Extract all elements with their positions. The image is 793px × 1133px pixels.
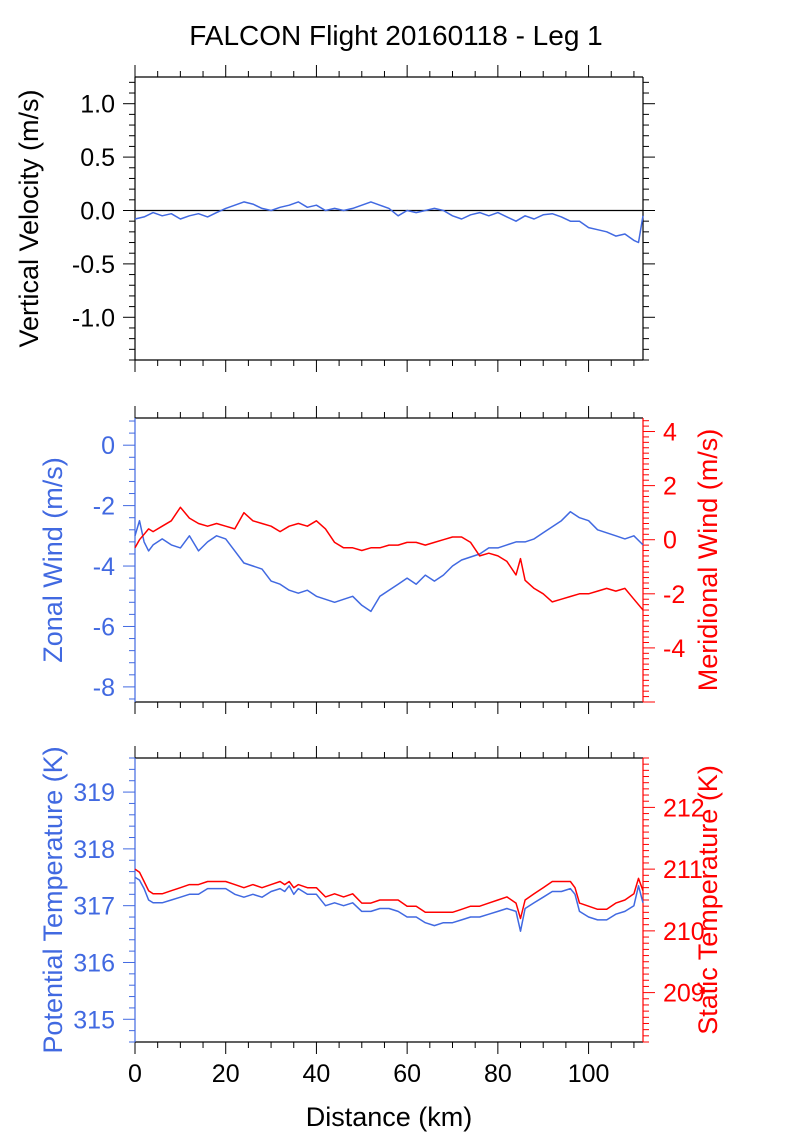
x-tick-label: 100: [568, 1060, 610, 1088]
x-tick-label: 80: [484, 1060, 512, 1088]
y-tick-label-right: -4: [663, 635, 685, 663]
y-axis-label-right: Meridional Wind (m/s): [693, 429, 723, 692]
y-tick-label-left: -2: [93, 493, 115, 521]
y-axis-label-right: Static Temperature (K): [693, 765, 723, 1035]
series-line-left: [134, 201, 644, 244]
y-tick-label-right: 212: [663, 794, 705, 822]
y-tick-label-right: 211: [663, 856, 703, 884]
y-tick-label-right: 0: [663, 527, 677, 555]
y-tick-label-left: -8: [93, 674, 115, 702]
y-tick-label-left: 317: [73, 893, 115, 921]
figure-title: FALCON Flight 20160118 - Leg 1: [189, 20, 603, 51]
y-axis-label-left: Potential Temperature (K): [38, 746, 68, 1053]
y-tick-label-right: 209: [663, 980, 705, 1008]
y-axis-label-left: Zonal Wind (m/s): [38, 457, 68, 663]
y-tick-label-right: 4: [663, 419, 677, 447]
x-tick-label: 60: [393, 1060, 421, 1088]
y-tick-label-left: 0.0: [80, 197, 115, 225]
panel-middle: 0 -2 -4 -6 -8 4 2 0 -2 -4 Zonal Wind (m/s) Meridion…: [38, 406, 723, 714]
panel-bottom: 319 318 317 316 315 212 211 210 209 0 20 40 60 80 100 P…: [38, 746, 723, 1132]
series-line-right: [134, 868, 644, 920]
y-tick-label-left: 315: [73, 1006, 115, 1034]
y-tick-label-right: 210: [663, 918, 705, 946]
y-tick-label-left: 319: [73, 779, 115, 807]
x-tick-label: 20: [212, 1060, 240, 1088]
panel-top: 1.0 0.5 0.0 -0.5 -1.0 Vertical Velocity (m/s): [14, 65, 655, 372]
y-tick-label-left: -6: [93, 613, 115, 641]
y-tick-label-left: 318: [73, 836, 115, 864]
y-tick-label-left: -4: [93, 553, 115, 581]
y-axis-label-left: Vertical Velocity (m/s): [14, 89, 44, 347]
x-tick-label: 40: [303, 1060, 331, 1088]
y-tick-label-right: 2: [663, 473, 677, 501]
y-tick-label-left: 1.0: [80, 91, 115, 119]
x-tick-label: 0: [128, 1060, 142, 1088]
series-line-left: [134, 510, 644, 613]
y-tick-label-left: 316: [73, 949, 115, 977]
y-tick-label-left: 0: [101, 432, 115, 460]
y-tick-label-left: -0.5: [72, 251, 115, 279]
x-axis-label: Distance (km): [306, 1102, 473, 1132]
y-tick-label-left: 0.5: [80, 144, 115, 172]
series-line-left: [134, 876, 644, 932]
y-tick-label-right: -2: [663, 581, 685, 609]
y-tick-label-left: -1.0: [72, 304, 115, 332]
series-line-right: [134, 506, 644, 611]
